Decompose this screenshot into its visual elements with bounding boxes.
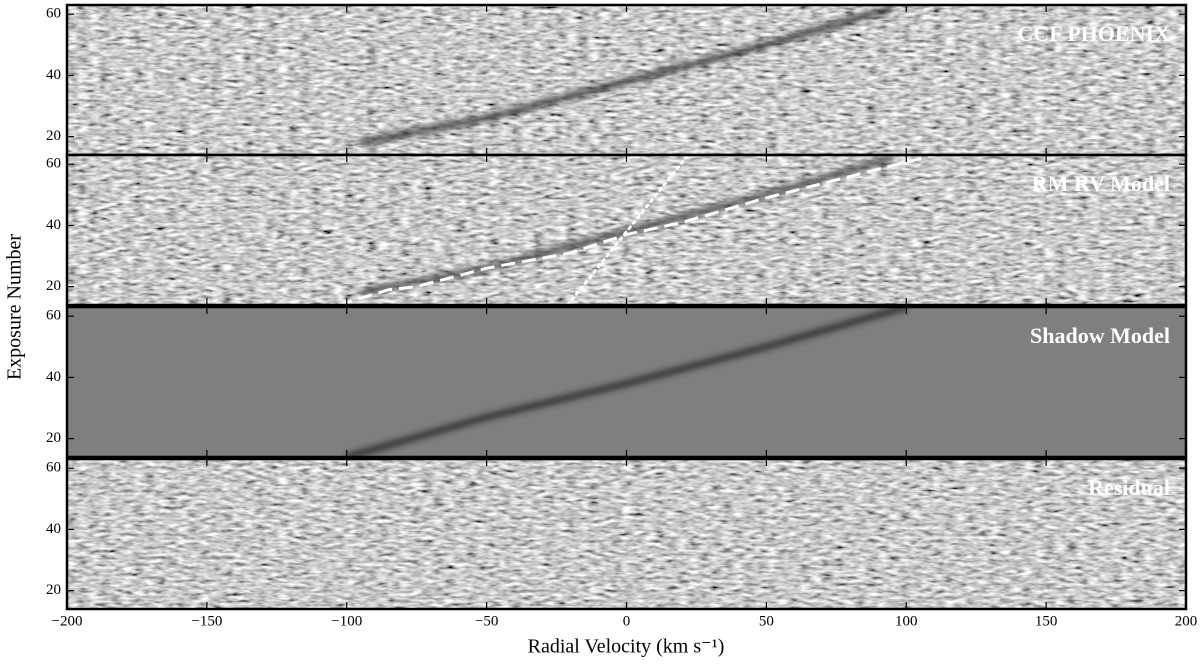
panel-frame	[65, 153, 1188, 307]
panel	[67, 307, 1186, 457]
y-tick-label: 40	[46, 521, 61, 537]
y-tick-label: 40	[46, 217, 61, 233]
y-axis-label: Exposure Number	[4, 234, 26, 380]
panel	[67, 459, 1186, 609]
panel	[67, 155, 1186, 305]
x-tick-label: −200	[52, 613, 83, 629]
series-line	[345, 307, 908, 457]
y-tick-label: 60	[46, 460, 61, 476]
y-tick-label: 60	[46, 308, 61, 324]
x-tick-label: 200	[1175, 613, 1198, 629]
x-tick-label: −150	[191, 613, 222, 629]
panel-title: CCF PHOENIX	[1017, 21, 1170, 46]
x-tick-label: 0	[623, 613, 631, 629]
x-tick-label: 100	[895, 613, 918, 629]
panel-title: RM RV Model	[1032, 171, 1170, 196]
y-tick-label: 20	[46, 582, 61, 598]
series-line	[337, 155, 935, 305]
y-tick-label: 20	[46, 128, 61, 144]
x-axis-label: Radial Velocity (km s⁻¹)	[528, 636, 725, 658]
x-tick-label: −50	[475, 613, 498, 629]
y-tick-label: 40	[46, 369, 61, 385]
noise-background	[67, 459, 1186, 609]
y-tick-label: 20	[46, 278, 61, 294]
y-tick-label: 60	[46, 6, 61, 22]
y-tick-label: 60	[46, 156, 61, 172]
x-tick-label: 150	[1035, 613, 1058, 629]
y-tick-label: 40	[46, 67, 61, 83]
panel-frame	[65, 457, 1188, 611]
series-line	[360, 5, 894, 147]
y-tick-label: 20	[46, 430, 61, 446]
x-tick-label: −100	[331, 613, 362, 629]
panel-frame	[65, 305, 1188, 459]
panel	[67, 5, 1186, 155]
panel-title: Shadow Model	[1030, 323, 1170, 348]
panel-title: Residual	[1088, 475, 1170, 500]
series-line	[566, 155, 690, 305]
x-tick-label: 50	[759, 613, 774, 629]
